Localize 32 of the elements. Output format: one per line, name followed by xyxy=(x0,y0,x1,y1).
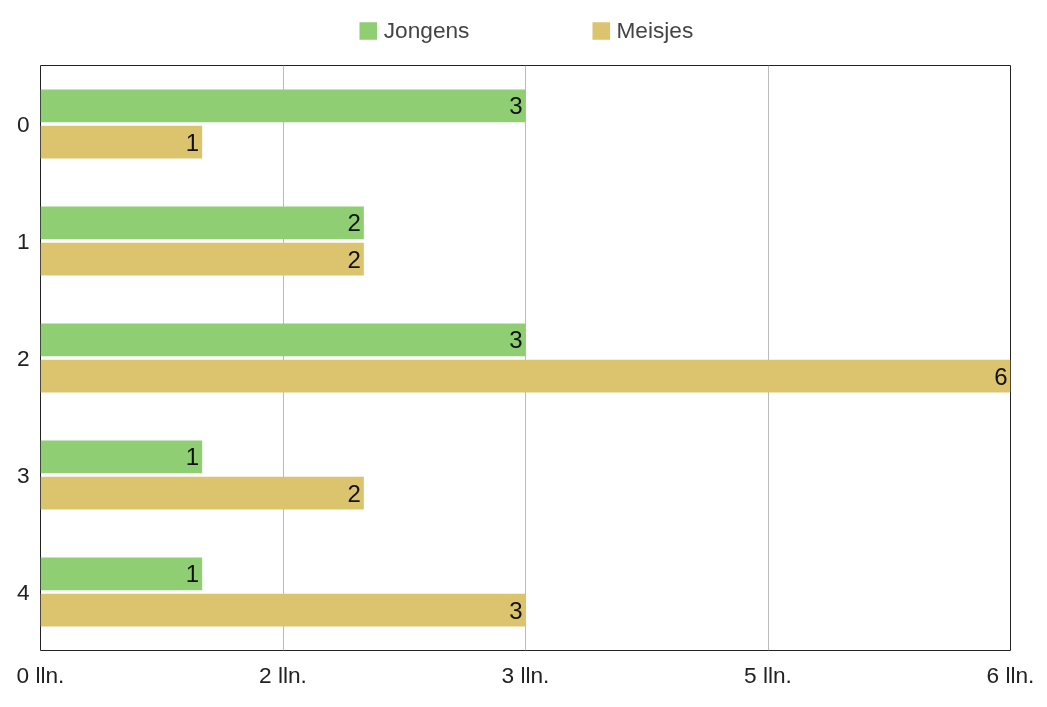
x-tick-label: 2 lln. xyxy=(259,661,307,688)
data-label: 6 xyxy=(994,362,1008,390)
y-tick-label: 2 xyxy=(16,344,30,371)
x-tick-label: 3 lln. xyxy=(501,661,550,688)
bar xyxy=(40,557,203,591)
data-label: 1 xyxy=(185,443,200,471)
bar xyxy=(40,125,203,159)
bar xyxy=(40,359,1011,393)
data-label: 2 xyxy=(347,209,361,237)
bar xyxy=(40,323,526,357)
bar xyxy=(40,206,364,240)
bar xyxy=(40,476,364,510)
x-tick-label: 5 lln. xyxy=(744,661,792,688)
data-label: 2 xyxy=(347,245,361,273)
y-tick-label: 4 xyxy=(16,578,30,605)
data-label: 3 xyxy=(509,596,523,624)
bar xyxy=(40,242,364,276)
bar xyxy=(40,440,203,474)
bar xyxy=(40,89,526,123)
legend-label: Meisjes xyxy=(616,16,694,44)
data-label: 1 xyxy=(185,560,200,588)
y-tick-label: 3 xyxy=(16,461,30,488)
data-label: 2 xyxy=(347,479,361,507)
x-tick-label: 6 lln. xyxy=(986,661,1035,688)
y-tick-label: 1 xyxy=(16,227,30,254)
bar xyxy=(40,593,526,627)
y-tick-label: 0 xyxy=(16,110,30,137)
data-label: 1 xyxy=(185,128,200,156)
data-label: 3 xyxy=(509,92,523,120)
legend-label: Jongens xyxy=(383,16,470,44)
x-tick-label: 0 lln. xyxy=(16,661,65,688)
data-label: 3 xyxy=(509,326,523,354)
